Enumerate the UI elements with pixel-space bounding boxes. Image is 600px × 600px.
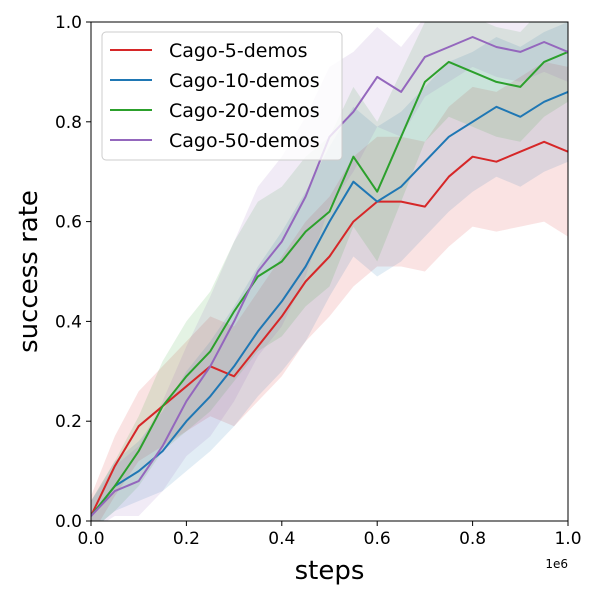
- y-axis-ticks: 0.0 0.2 0.4 0.6 0.8 1.0: [55, 13, 91, 532]
- plot-frame: [90, 21, 569, 522]
- series-line-cago-10-demos: [91, 90, 568, 517]
- legend-label: Cago-50-demos: [169, 130, 320, 152]
- series-line-cago-5-demos: [91, 140, 568, 517]
- x-tick-label: 0.0: [77, 529, 104, 549]
- y-axis-label: success rate: [14, 190, 44, 353]
- series-line-cago-20-demos: [91, 50, 568, 517]
- x-tick-label: 1.0: [554, 529, 581, 549]
- legend-label: Cago-5-demos: [169, 40, 308, 62]
- x-tick-label: 0.8: [459, 529, 486, 549]
- x-tick-label: 0.4: [268, 529, 295, 549]
- x-axis-ticks: 0.0 0.2 0.4 0.6 0.8 1.0: [77, 521, 582, 549]
- y-tick-label: 0.8: [55, 113, 82, 133]
- x-tick-label: 0.6: [364, 529, 391, 549]
- legend-label: Cago-10-demos: [169, 70, 320, 92]
- y-tick-label: 0.4: [55, 312, 82, 332]
- legend-label: Cago-20-demos: [169, 100, 320, 122]
- y-tick-label: 1.0: [55, 13, 82, 33]
- legend-box: [101, 31, 343, 161]
- y-tick-label: 0.2: [55, 412, 82, 432]
- y-tick-label: 0.0: [55, 512, 82, 532]
- x-axis-label: steps: [295, 556, 365, 586]
- y-tick-label: 0.6: [55, 213, 82, 233]
- x-axis-offset-label: 1e6: [545, 557, 568, 571]
- x-tick-label: 0.2: [173, 529, 200, 549]
- legend: Cago-5-demos Cago-10-demos Cago-20-demos Ca…: [101, 31, 343, 161]
